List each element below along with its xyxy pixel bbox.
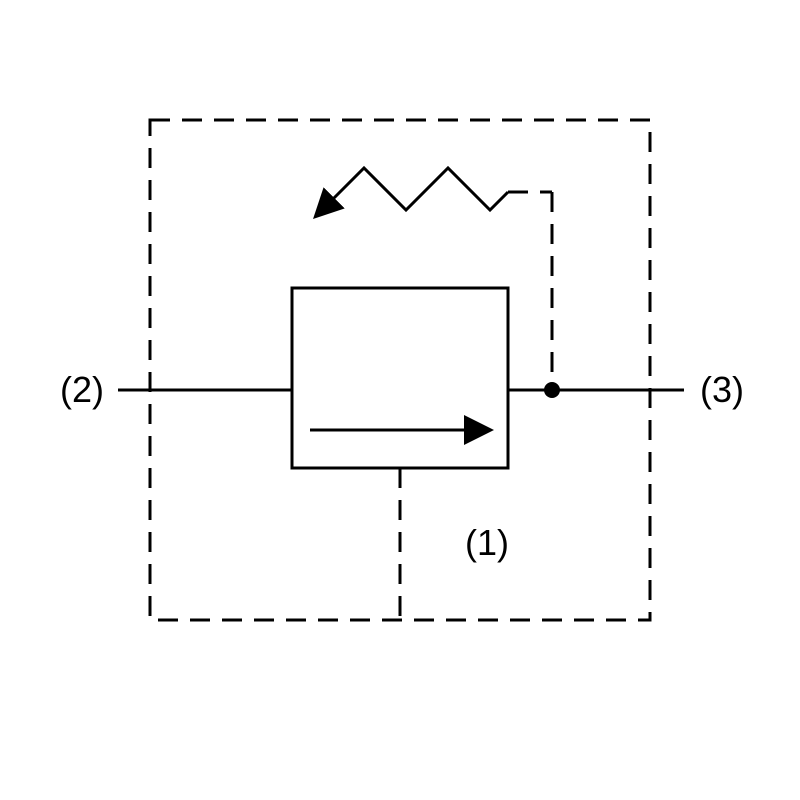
adjustable-spring-icon	[330, 168, 508, 210]
port-2-label: (2)	[60, 369, 104, 410]
valve-box	[292, 288, 508, 468]
port-1-label: (1)	[465, 522, 509, 563]
hydraulic-schematic: (1) (2) (3)	[0, 0, 800, 800]
junction-node-icon	[544, 382, 560, 398]
port-3-label: (3)	[700, 369, 744, 410]
